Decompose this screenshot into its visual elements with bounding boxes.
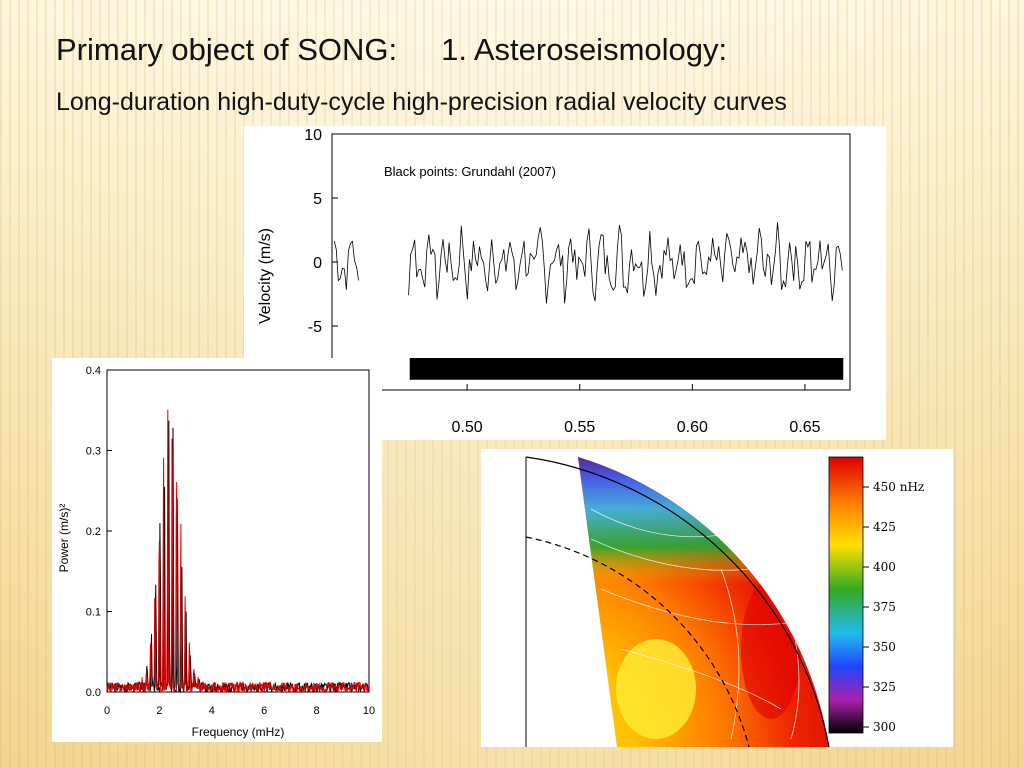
velocity-series bbox=[333, 222, 843, 304]
velocity-y-tick: -5 bbox=[308, 319, 322, 336]
velocity-x-tick: 0.50 bbox=[452, 419, 483, 436]
slide-subtitle: Long-duration high-duty-cycle high-preci… bbox=[56, 88, 787, 116]
power-x-tick: 10 bbox=[363, 705, 375, 717]
power-x-label: Frequency (mHz) bbox=[192, 725, 285, 739]
power-x-tick: 6 bbox=[261, 705, 267, 717]
colorbar-tick: 450 nHz bbox=[873, 480, 924, 494]
velocity-y-tick: 0 bbox=[313, 255, 322, 272]
tachocline-arc bbox=[525, 536, 750, 747]
rotation-quadrant bbox=[578, 457, 829, 747]
colorbar-tick: 325 bbox=[873, 680, 896, 694]
power-x-tick: 0 bbox=[104, 705, 110, 717]
power-x-tick: 8 bbox=[314, 705, 320, 717]
velocity-annotation: Black points: Grundahl (2007) bbox=[384, 164, 556, 179]
velocity-residual-band bbox=[409, 358, 844, 380]
power-series-black bbox=[106, 420, 370, 694]
colorbar-tick: 425 bbox=[873, 520, 896, 534]
power-y-label: Power (m/s)² bbox=[57, 504, 71, 573]
title-left: Primary object of SONG: bbox=[56, 32, 398, 67]
surface-arc bbox=[525, 456, 830, 747]
colorbar-tick: 375 bbox=[873, 600, 896, 614]
power-x-tick: 2 bbox=[156, 705, 162, 717]
velocity-y-tick: 5 bbox=[313, 191, 322, 208]
power-spectrum-panel: Power (m/s)² Frequency (mHz) 0.4 0.3 0.2 0.… bbox=[52, 358, 382, 742]
power-y-tick: 0.1 bbox=[86, 607, 101, 619]
power-y-tick: 0.2 bbox=[86, 526, 101, 538]
power-series-red bbox=[106, 409, 370, 694]
colorbar-tick: 400 bbox=[873, 560, 896, 574]
colorbar bbox=[828, 456, 864, 734]
velocity-x-tick: 0.65 bbox=[789, 419, 820, 436]
power-y-tick: 0.0 bbox=[86, 687, 101, 699]
rotation-heatmap: 450 nHz 425 400 375 350 325 300 bbox=[525, 456, 924, 747]
velocity-x-tick: 0.60 bbox=[677, 419, 708, 436]
rotation-map-panel: 450 nHz 425 400 375 350 325 300 bbox=[481, 449, 953, 747]
power-y-tick: 0.4 bbox=[86, 365, 101, 377]
velocity-y-tick: 10 bbox=[304, 127, 322, 144]
power-y-tick: 0.3 bbox=[86, 446, 101, 458]
velocity-y-label: Velocity (m/s) bbox=[257, 228, 274, 324]
colorbar-tick: 350 bbox=[873, 640, 896, 654]
title-right: 1. Asteroseismology: bbox=[441, 32, 728, 67]
slide-title: Primary object of SONG: 1. Asteroseismolo… bbox=[56, 32, 727, 68]
power-plot-frame bbox=[106, 369, 370, 693]
power-x-tick: 4 bbox=[209, 705, 215, 717]
colorbar-tick: 300 bbox=[873, 720, 896, 734]
velocity-x-tick: 0.55 bbox=[564, 419, 595, 436]
power-spectrum-chart: Power (m/s)² Frequency (mHz) 0.4 0.3 0.2 0.… bbox=[57, 365, 375, 739]
